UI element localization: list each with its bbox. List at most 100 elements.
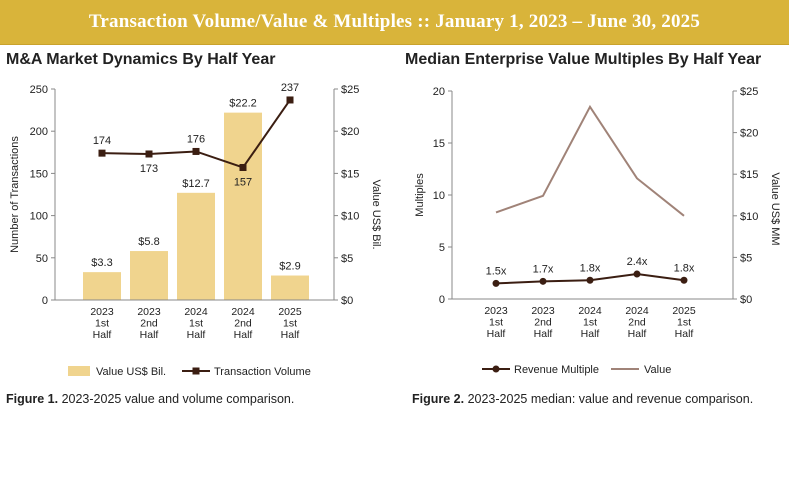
chart2-x-tick-label: 1st (677, 317, 691, 329)
chart2-legend-value-label: Value (644, 364, 671, 376)
chart1-bar (177, 192, 215, 300)
chart1-y-tick-label: 100 (30, 211, 48, 223)
chart1-legend-line-label: Transaction Volume (214, 366, 311, 378)
chart1-x-tick-label: 1st (95, 318, 109, 330)
chart2-x-tick-label: 2024 (625, 305, 649, 317)
chart2-revenue-marker (633, 270, 641, 278)
chart1-bar-label: $5.8 (138, 236, 159, 248)
chart1-title: M&A Market Dynamics By Half Year (6, 51, 276, 68)
chart1-bar-label: $3.3 (91, 257, 112, 269)
chart1-x-tick-label: 2025 (278, 306, 302, 318)
chart1-volume-label: 176 (187, 133, 205, 145)
chart1-volume-label: 173 (140, 163, 158, 175)
chart1-bar-label: $2.9 (279, 261, 300, 273)
chart2-revenue-marker (680, 276, 688, 284)
chart1-x-tick-label: 2nd (140, 318, 158, 330)
chart2-x-tick-label: 1st (489, 317, 503, 329)
chart1-y-tick-label: 0 (42, 295, 48, 307)
chart1-volume-marker (145, 150, 153, 158)
chart2-x-tick-label: Half (628, 328, 647, 340)
chart1-x-tick-label: 2024 (184, 306, 208, 318)
chart1-x-tick-label: Half (281, 329, 300, 341)
chart2-y2-tick-label: $10 (740, 211, 758, 223)
chart2-revenue-label: 1.5x (486, 265, 507, 277)
chart2-x-tick-label: 2025 (672, 305, 696, 317)
chart1-legend-line-marker (192, 367, 200, 375)
chart2-y-tick-label: 10 (433, 190, 445, 202)
chart1-legend-bar-swatch (68, 366, 90, 376)
chart2-y2-tick-label: $15 (740, 169, 758, 181)
chart2-x-tick-label: 2nd (628, 317, 646, 329)
chart1-y2-tick-label: $15 (341, 168, 359, 180)
chart1-x-tick-label: Half (140, 329, 159, 341)
chart2-x-tick-label: Half (675, 328, 694, 340)
figure1-label: Figure 1. (6, 392, 59, 406)
chart2-x-tick-label: Half (581, 328, 600, 340)
chart2-y2-tick-label: $5 (740, 252, 752, 264)
chart1-bar (224, 112, 262, 300)
chart2-y2-tick-label: $25 (740, 86, 758, 98)
figure2-label: Figure 2. (412, 392, 465, 406)
chart1-volume-label: 237 (281, 82, 299, 94)
chart1-y-tick-label: 200 (30, 126, 48, 138)
chart1-bar (271, 275, 309, 300)
chart2-revenue-marker (586, 276, 594, 284)
chart1-y2-tick-label: $25 (341, 84, 359, 96)
chart2-y-axis-title: Multiples (414, 173, 426, 217)
chart1-x-tick-label: Half (93, 329, 112, 341)
chart1-bar-label: $22.2 (229, 98, 257, 110)
chart1-volume-label: 157 (234, 176, 252, 188)
chart2-y-tick-label: 20 (433, 86, 445, 98)
chart2-x-tick-label: 2023 (484, 305, 508, 317)
chart1-bar-label: $12.7 (182, 178, 210, 190)
chart2-y-tick-label: 15 (433, 138, 445, 150)
chart1-volume-marker (286, 96, 294, 104)
chart1-bar (130, 251, 168, 300)
banner-title: Transaction Volume/Value & Multiples :: … (88, 11, 701, 32)
chart2-title: Median Enterprise Value Multiples By Hal… (405, 51, 762, 68)
figure1-text: 2023-2025 value and volume comparison. (58, 392, 295, 406)
chart2-x-tick-label: Half (487, 328, 506, 340)
chart1-volume-marker (98, 149, 106, 157)
chart2-legend-revenue-label: Revenue Multiple (514, 364, 599, 376)
figure2-text: 2023-2025 median: value and revenue comp… (464, 392, 754, 406)
chart1-x-tick-label: 1st (189, 318, 203, 330)
chart1-x-tick-label: Half (234, 329, 253, 341)
chart2-x-tick-label: 2nd (534, 317, 552, 329)
chart2-y2-axis-title: Value US$ MM (769, 172, 781, 245)
chart1-x-tick-label: 2023 (90, 306, 114, 318)
chart2-x-tick-label: 2024 (578, 305, 602, 317)
chart2-revenue-label: 1.7x (533, 263, 554, 275)
chart2-legend-revenue-marker (492, 365, 500, 373)
chart1-y2-tick-label: $5 (341, 253, 353, 265)
chart1-x-tick-label: 2024 (231, 306, 255, 318)
chart2-x-tick-label: Half (534, 328, 553, 340)
chart2-revenue-marker (539, 277, 547, 285)
chart1-y-axis-title: Number of Transactions (9, 136, 21, 253)
chart2-x-tick-label: 2023 (531, 305, 555, 317)
chart2-y-tick-label: 5 (439, 242, 445, 254)
chart1-y-tick-label: 150 (30, 168, 48, 180)
banner-divider (0, 44, 789, 45)
chart1-legend-bar-label: Value US$ Bil. (96, 366, 166, 378)
chart2-y2-tick-label: $0 (740, 294, 752, 306)
chart2-y2-tick-label: $20 (740, 128, 758, 140)
chart1-y2-axis-title: Value US$ Bil. (370, 179, 382, 249)
header-banner: Transaction Volume/Value & Multiples :: … (0, 0, 789, 44)
chart2-revenue-label: 2.4x (627, 256, 648, 268)
chart1-x-tick-label: 2023 (137, 306, 161, 318)
chart1-x-tick-label: 2nd (234, 318, 252, 330)
chart1-y2-tick-label: $20 (341, 126, 359, 138)
figure1-caption: Figure 1. 2023-2025 value and volume com… (6, 392, 294, 406)
chart1-y-tick-label: 250 (30, 84, 48, 96)
chart2-value-line (495, 104, 685, 217)
chart2-revenue-label: 1.8x (674, 262, 695, 274)
chart1-x-tick-label: Half (187, 329, 206, 341)
chart2-y-tick-label: 0 (439, 294, 445, 306)
chart2-x-tick-label: 1st (583, 317, 597, 329)
chart1-y2-tick-label: $10 (341, 211, 359, 223)
figure2-caption: Figure 2. 2023-2025 median: value and re… (412, 392, 753, 406)
chart1-volume-marker (239, 163, 247, 171)
chart2-revenue-marker (492, 279, 500, 287)
